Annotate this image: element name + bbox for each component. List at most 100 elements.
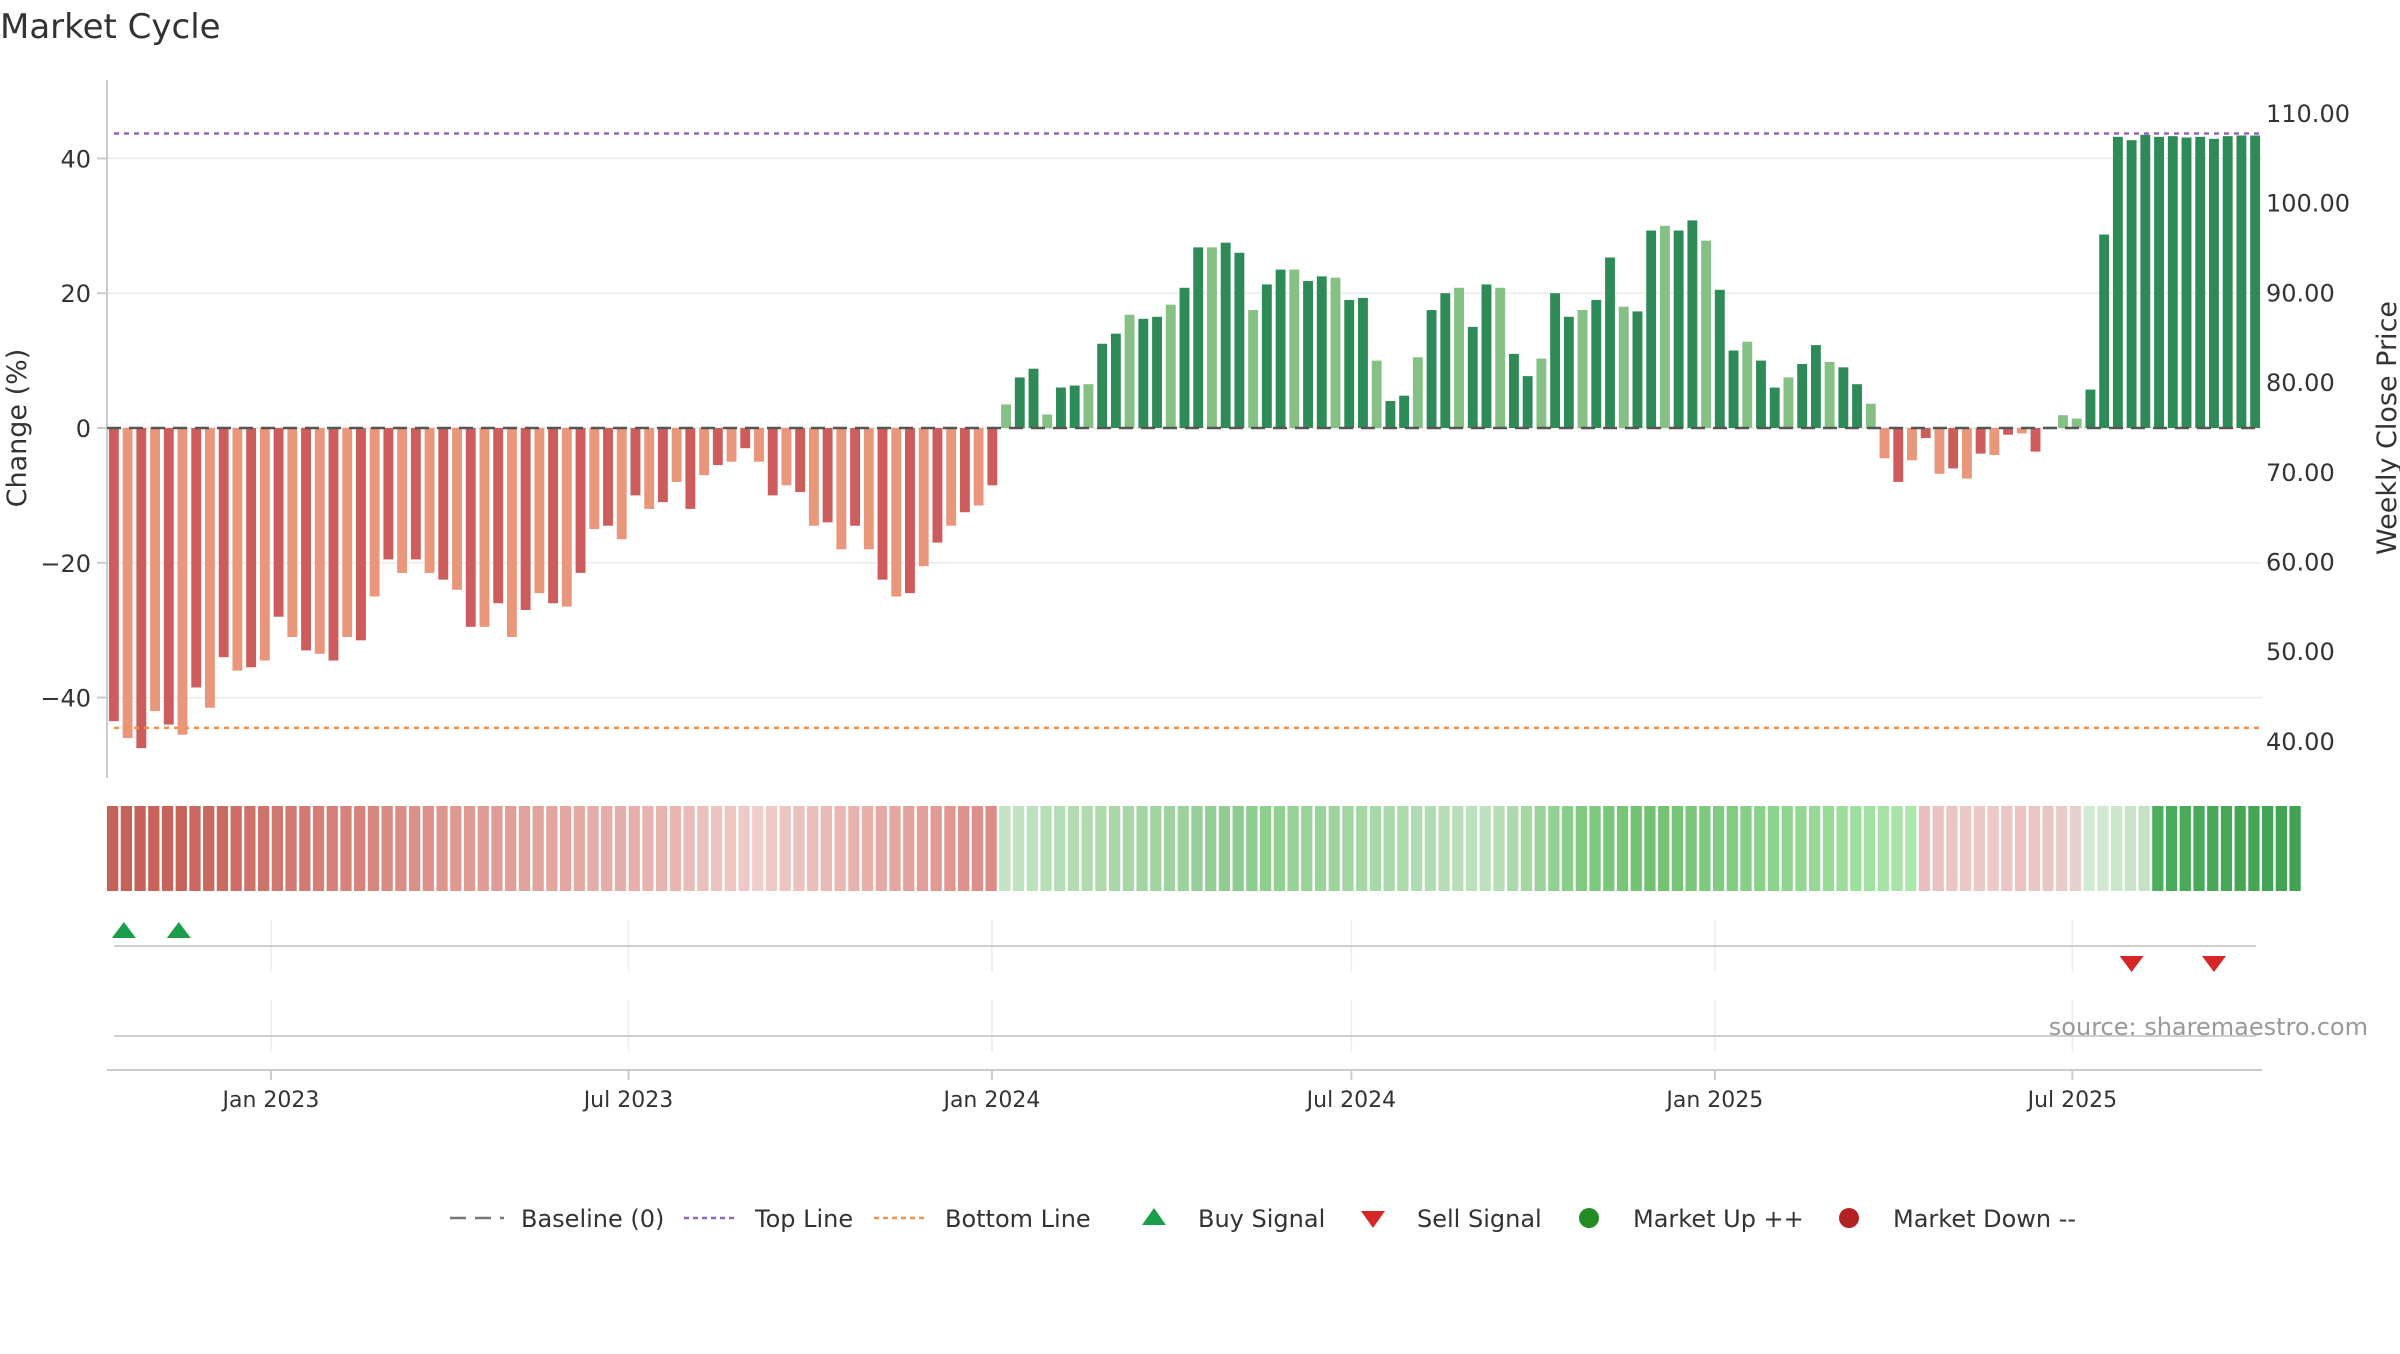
band-cell (1122, 806, 1134, 891)
band-cell (450, 806, 462, 891)
legend-label: Market Up ++ (1633, 1205, 1804, 1233)
bars (108, 134, 2261, 749)
band-cell (1726, 806, 1738, 891)
change-bar (383, 428, 394, 560)
band-cell (326, 806, 338, 891)
change-bar (1632, 311, 1643, 428)
band-cell (1328, 806, 1340, 891)
band-cell (2248, 806, 2260, 891)
band-cell (1891, 806, 1903, 891)
change-bar (1893, 428, 1904, 482)
band-cell (1561, 806, 1574, 891)
band-cell (2028, 806, 2040, 891)
band-cell (257, 806, 270, 891)
band-cell (1616, 806, 1629, 891)
change-bar (2058, 415, 2068, 428)
change-bar (1440, 293, 1451, 428)
band-cell (1205, 806, 1217, 891)
change-bar (1001, 404, 1012, 428)
y2-tick-label: 100.00 (2266, 190, 2350, 218)
band-cell (971, 806, 984, 891)
buy-signal-marker (166, 922, 191, 938)
change-bar (1069, 385, 1080, 428)
band-cell (1712, 806, 1725, 891)
change-bar (2154, 136, 2164, 428)
band-cell (1644, 806, 1656, 891)
band-cell (587, 806, 599, 891)
band-cell (1973, 806, 1986, 891)
band-cell (738, 806, 750, 891)
band-cell (1026, 806, 1038, 891)
band-cell (1918, 806, 1931, 891)
change-bar (1357, 297, 1368, 428)
band-cell (779, 806, 791, 891)
band-cell (367, 806, 380, 891)
band-cell (820, 806, 833, 891)
change-bar (603, 428, 613, 526)
change-bar (891, 428, 902, 597)
change-bar (506, 428, 517, 637)
legend-item: Bottom Line (874, 1205, 1091, 1233)
band-cell (1740, 806, 1752, 891)
signal-panels (111, 920, 2256, 1052)
change-bar (2016, 428, 2027, 434)
change-bar (2140, 134, 2151, 428)
change-bar (273, 428, 284, 617)
change-bar (1728, 350, 1739, 428)
band-cell (2234, 806, 2246, 891)
band-cell (1273, 806, 1285, 891)
x-tick-label: Jan 2024 (941, 1088, 1040, 1113)
band-cell (1218, 806, 1231, 891)
change-bar (1508, 353, 1519, 428)
change-bar (616, 428, 627, 540)
change-bar (1797, 363, 1808, 428)
band-cell (2014, 806, 2027, 891)
band-cell (1465, 806, 1478, 891)
y-tick-label: 0 (76, 415, 91, 443)
band-cell (1301, 806, 1313, 891)
legend-label: Baseline (0) (521, 1205, 664, 1233)
change-bar (1220, 242, 1231, 428)
change-bar (1275, 269, 1286, 428)
band-cell (2193, 806, 2205, 891)
change-bar (987, 428, 998, 486)
legend-sell-swatch (1361, 1211, 1385, 1228)
change-bar (685, 428, 696, 509)
band-cell (2056, 806, 2068, 891)
band-cell (463, 806, 476, 891)
change-bar (465, 428, 476, 627)
band-cell (1479, 806, 1491, 891)
x-tick-label: Jul 2023 (582, 1088, 674, 1113)
band-cell (2069, 806, 2082, 891)
change-bar (2209, 138, 2219, 428)
band-cell (724, 806, 736, 891)
legend-label: Bottom Line (945, 1205, 1091, 1233)
band-cell (395, 806, 407, 891)
change-bar (548, 428, 559, 604)
change-bar (589, 428, 600, 530)
change-bar (108, 428, 119, 722)
legend-item: Buy Signal (1142, 1205, 1325, 1233)
change-bar (1824, 361, 1835, 428)
band-cell (1054, 806, 1066, 891)
change-bar (287, 428, 298, 637)
legend-circle-swatch (1579, 1208, 1599, 1228)
band-cell (505, 806, 517, 891)
band-cell (1369, 806, 1382, 891)
change-bar (781, 428, 792, 486)
band-cell (1630, 806, 1642, 891)
change-bar (1948, 428, 1959, 469)
band-cell (944, 806, 956, 891)
band-cell (422, 806, 434, 891)
band-cell (889, 806, 901, 891)
band-cell (1287, 806, 1299, 891)
legend-label: Sell Signal (1417, 1205, 1542, 1233)
band-cell (1946, 806, 1958, 891)
change-bar (1852, 384, 1863, 428)
change-bar (1742, 341, 1753, 428)
change-bar (1234, 252, 1245, 428)
band-cell (1012, 806, 1025, 891)
change-bar (2236, 135, 2247, 428)
change-bar (1838, 367, 1849, 428)
